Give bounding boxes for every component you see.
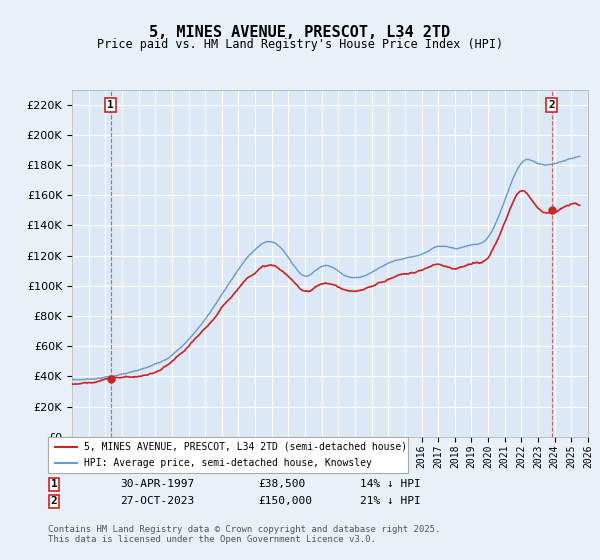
Text: 2: 2 — [50, 496, 58, 506]
Text: HPI: Average price, semi-detached house, Knowsley: HPI: Average price, semi-detached house,… — [84, 458, 372, 468]
Text: Price paid vs. HM Land Registry's House Price Index (HPI): Price paid vs. HM Land Registry's House … — [97, 38, 503, 50]
Text: 27-OCT-2023: 27-OCT-2023 — [120, 496, 194, 506]
Text: £150,000: £150,000 — [258, 496, 312, 506]
Text: 1: 1 — [50, 479, 58, 489]
Text: £38,500: £38,500 — [258, 479, 305, 489]
Text: 5, MINES AVENUE, PRESCOT, L34 2TD (semi-detached house): 5, MINES AVENUE, PRESCOT, L34 2TD (semi-… — [84, 442, 407, 452]
Text: 21% ↓ HPI: 21% ↓ HPI — [360, 496, 421, 506]
Text: 30-APR-1997: 30-APR-1997 — [120, 479, 194, 489]
Text: 1: 1 — [107, 100, 114, 110]
Text: Contains HM Land Registry data © Crown copyright and database right 2025.
This d: Contains HM Land Registry data © Crown c… — [48, 525, 440, 544]
Text: 5, MINES AVENUE, PRESCOT, L34 2TD: 5, MINES AVENUE, PRESCOT, L34 2TD — [149, 25, 451, 40]
Text: 14% ↓ HPI: 14% ↓ HPI — [360, 479, 421, 489]
Text: 2: 2 — [548, 100, 555, 110]
